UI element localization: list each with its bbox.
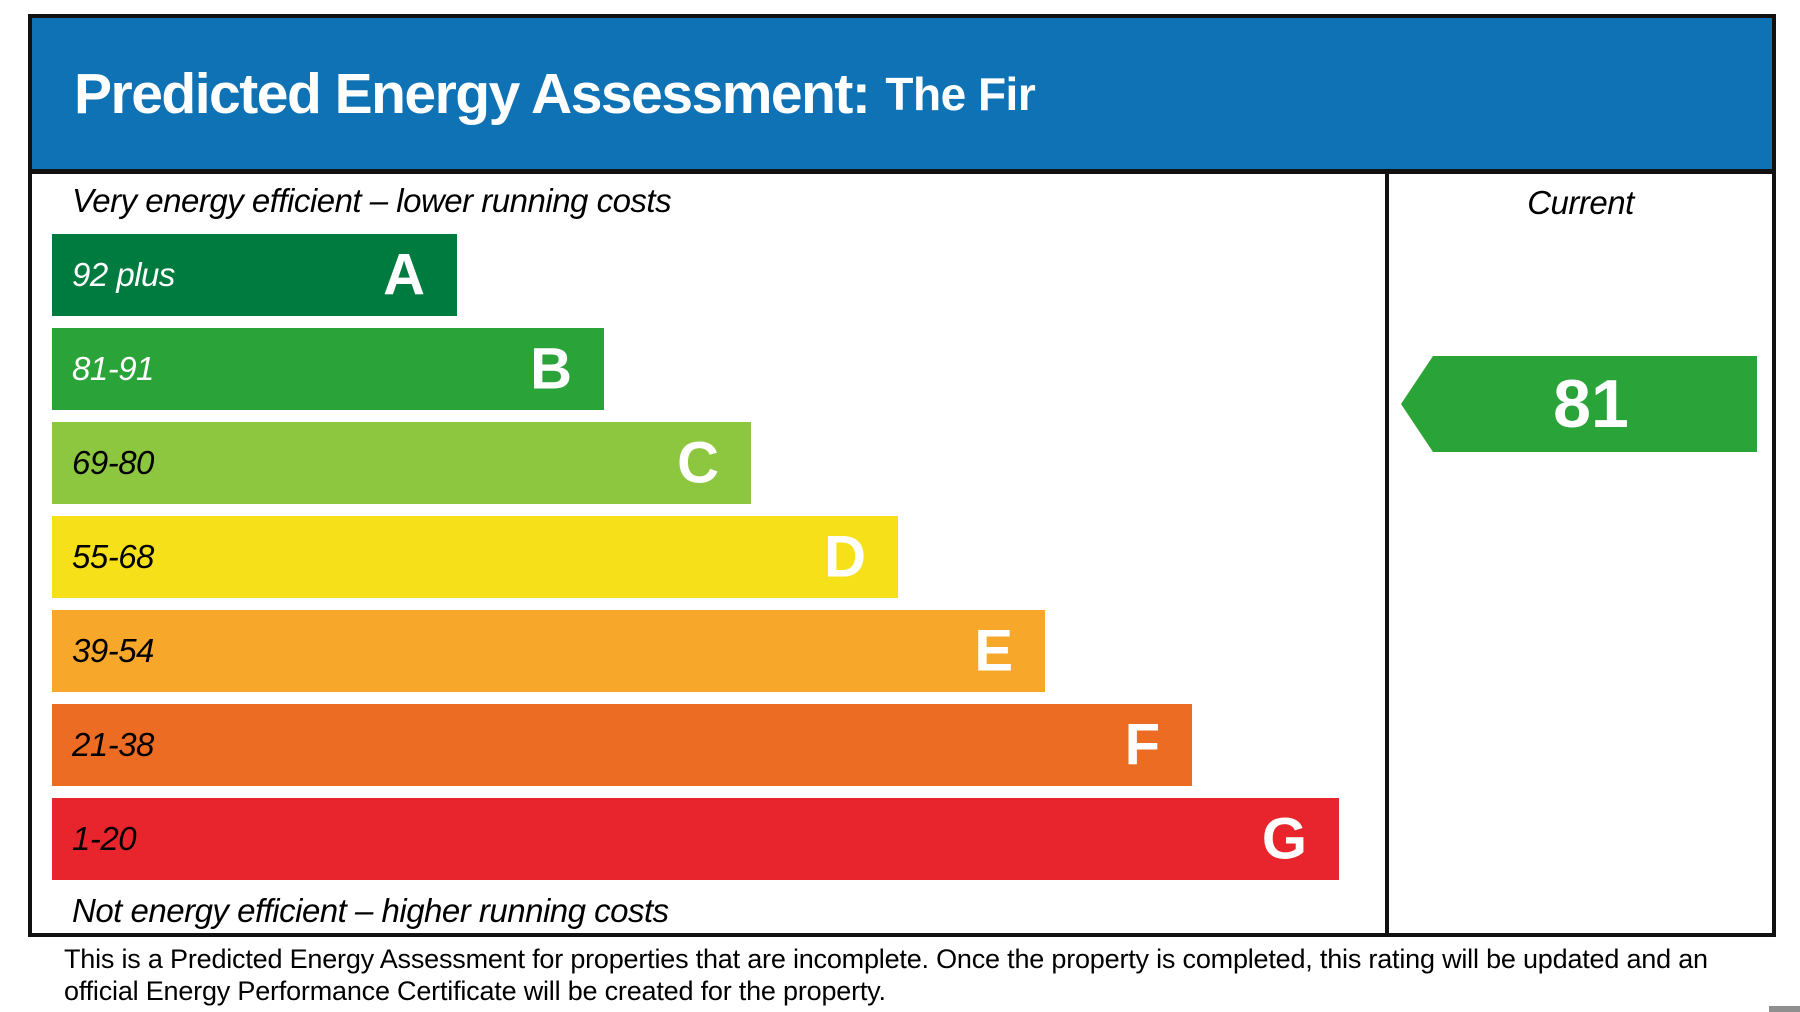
bottom-caption: Not energy efficient – higher running co… bbox=[72, 892, 669, 929]
band-row-f: 21-38 F bbox=[52, 704, 1192, 786]
current-rating-arrow: 81 bbox=[1401, 356, 1757, 452]
band-range-label: 39-54 bbox=[72, 632, 154, 669]
current-rating-value: 81 bbox=[1553, 366, 1629, 442]
band-row-b: 81-91 B bbox=[52, 328, 604, 410]
rating-scale-area: Very energy efficient – lower running co… bbox=[32, 174, 1389, 933]
epc-chart-box: Predicted Energy Assessment: The Fir Ver… bbox=[28, 14, 1776, 937]
band-row-g: 1-20 G bbox=[52, 798, 1339, 880]
band-row-c: 69-80 C bbox=[52, 422, 751, 504]
footer-disclaimer: This is a Predicted Energy Assessment fo… bbox=[64, 944, 1708, 1006]
band-range-label: 1-20 bbox=[72, 820, 137, 857]
band-range-label: 21-38 bbox=[72, 726, 154, 763]
band-range-label: 55-68 bbox=[72, 538, 154, 575]
rating-bars: 92 plus A 81-91 B 69-80 C 55-68 D 39-54 E 21-38 F 1-… bbox=[52, 234, 1385, 880]
chart-content: Very energy efficient – lower running co… bbox=[32, 174, 1772, 933]
band-letter-label: C bbox=[677, 430, 719, 496]
page-title: Predicted Energy Assessment: bbox=[74, 61, 871, 126]
band-range-label: 92 plus bbox=[72, 256, 175, 293]
top-caption: Very energy efficient – lower running co… bbox=[72, 182, 672, 219]
band-letter-label: D bbox=[824, 524, 866, 590]
band-letter-label: B bbox=[530, 336, 572, 402]
band-row-a: 92 plus A bbox=[52, 234, 457, 316]
band-range-label: 81-91 bbox=[72, 350, 154, 387]
scrollbar-corner[interactable] bbox=[1769, 1006, 1800, 1012]
property-name: The Fir bbox=[885, 67, 1036, 120]
band-letter-label: G bbox=[1261, 806, 1307, 872]
header-banner: Predicted Energy Assessment: The Fir bbox=[32, 18, 1772, 174]
current-rating-column: Current 81 bbox=[1389, 174, 1772, 933]
current-column-header: Current bbox=[1527, 184, 1634, 221]
band-letter-label: A bbox=[383, 242, 425, 308]
band-row-e: 39-54 E bbox=[52, 610, 1045, 692]
band-letter-label: F bbox=[1124, 712, 1160, 778]
band-range-label: 69-80 bbox=[72, 444, 154, 481]
band-row-d: 55-68 D bbox=[52, 516, 898, 598]
band-letter-label: E bbox=[974, 618, 1013, 684]
